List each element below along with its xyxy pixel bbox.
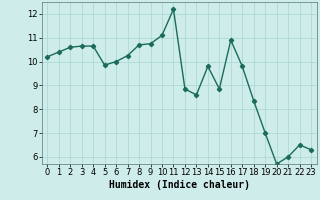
X-axis label: Humidex (Indice chaleur): Humidex (Indice chaleur) [109,180,250,190]
